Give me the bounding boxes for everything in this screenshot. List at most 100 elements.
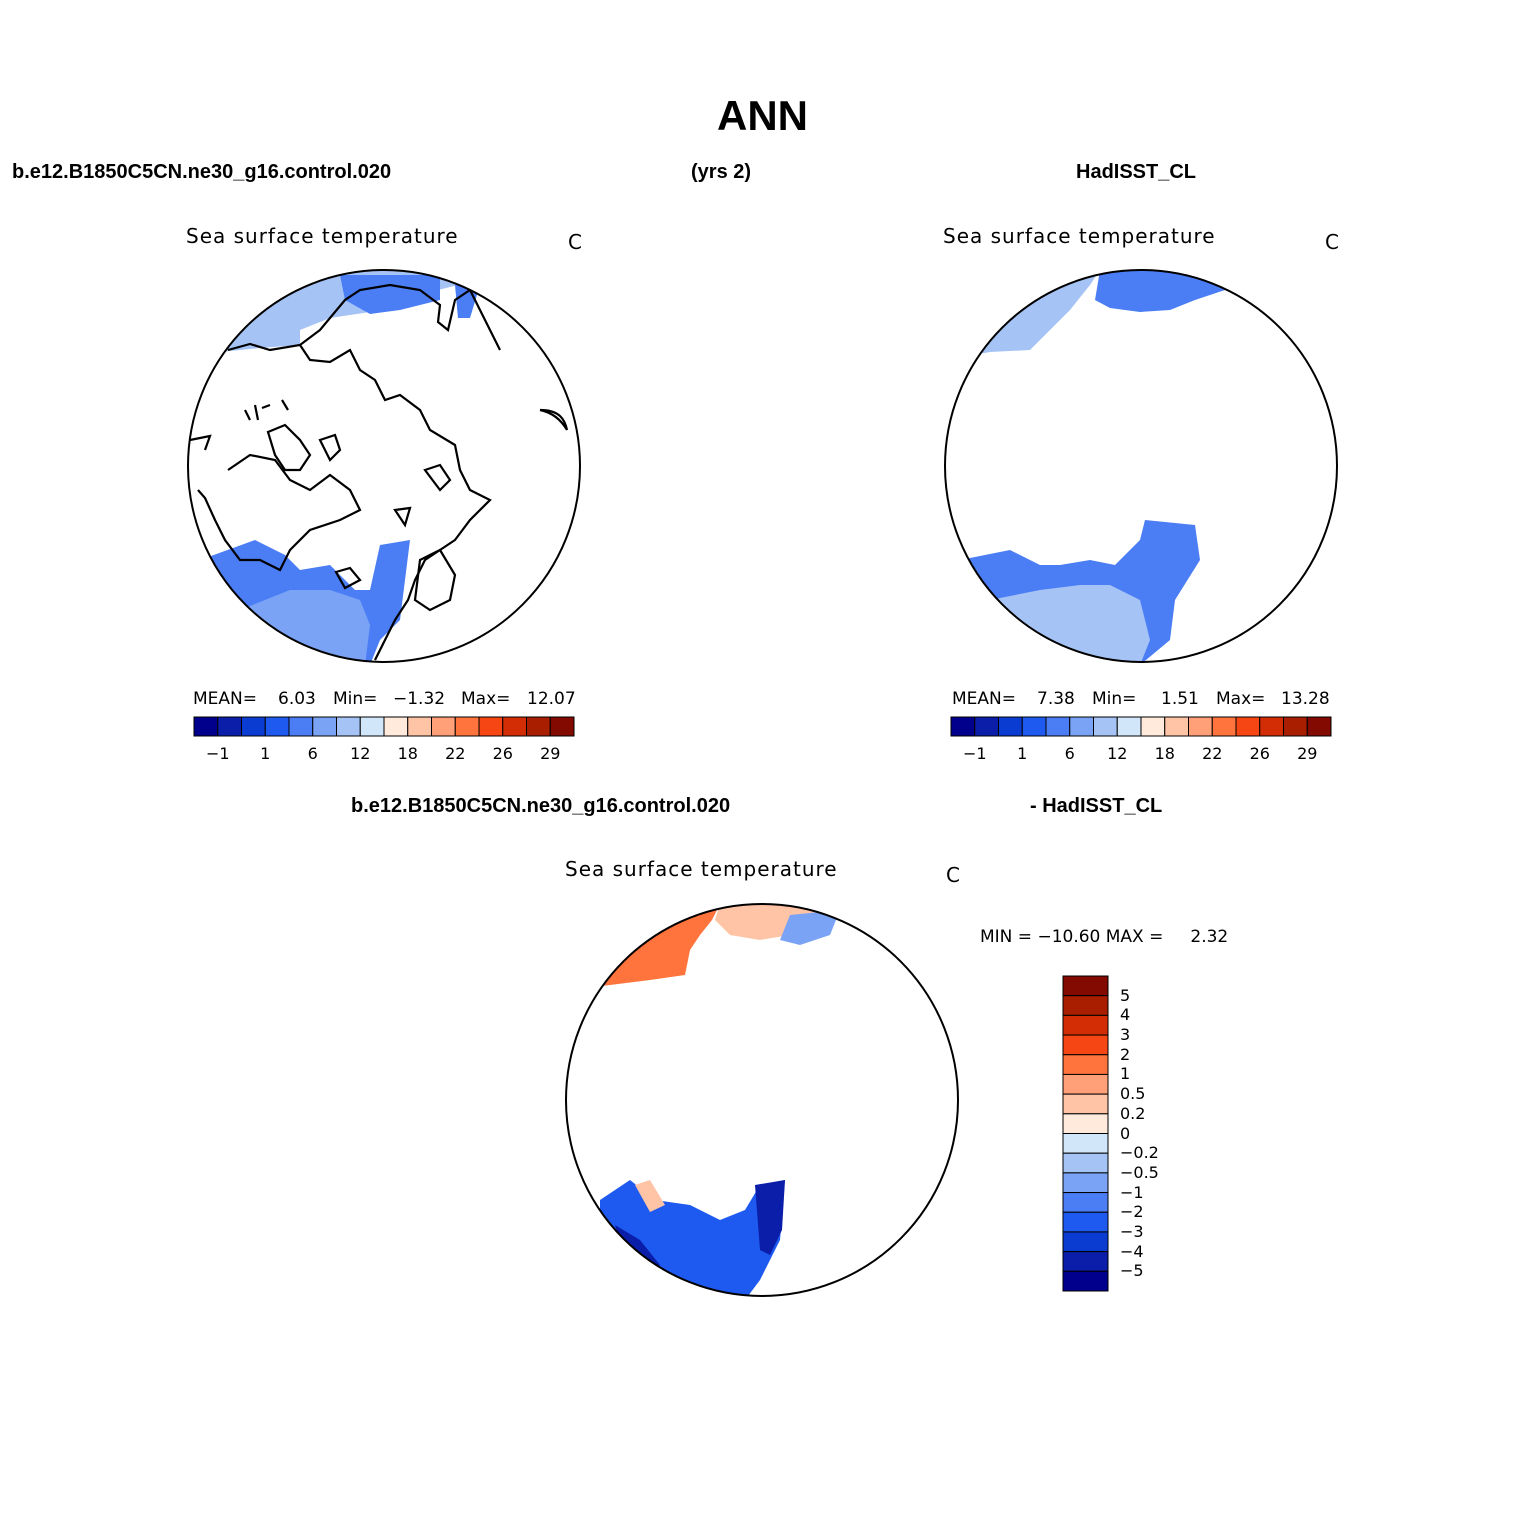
diff-colorbar-cell	[1062, 1192, 1109, 1213]
obs-map-boundary	[944, 269, 1338, 663]
diff-colorbar-tick-label: −0.2	[1120, 1143, 1159, 1163]
obs-colorbar	[950, 716, 1332, 737]
obs-colorbar-tick-label: 1	[1017, 744, 1028, 763]
model-colorbar-cell	[478, 716, 504, 737]
obs-max-value: 13.28	[1281, 689, 1330, 709]
diff-colorbar-cell	[1062, 975, 1109, 997]
diff-colorbar-cell	[1062, 1270, 1109, 1292]
obs-colorbar-tick-label: −1	[962, 744, 987, 763]
diff-map-boundary	[565, 903, 959, 1297]
diff-colorbar-cell	[1062, 1113, 1109, 1134]
model-colorbar-cell	[241, 716, 266, 737]
model-panel-title: Sea surface temperature	[186, 224, 459, 248]
diff-colorbar-cell	[1062, 1211, 1109, 1233]
diff-colorbar-cell	[1062, 1073, 1109, 1095]
model-min-label: Min=	[333, 689, 378, 709]
obs-colorbar-cell	[1164, 716, 1189, 737]
diff-pacific-field	[566, 904, 720, 990]
diff-colorbar-tick-label: 0.2	[1120, 1103, 1146, 1123]
obs-colorbar-tick-label: 6	[1064, 744, 1075, 763]
obs-colorbar-tick-label: 26	[1249, 744, 1270, 763]
model-colorbar-cell	[431, 716, 456, 737]
obs-colorbar-cell	[1188, 716, 1213, 737]
diff-colorbar-tick-label: −5	[1120, 1261, 1144, 1281]
diff-colorbar	[1062, 975, 1109, 1292]
obs-bering-field	[1095, 270, 1225, 312]
diff-colorbar-cell	[1062, 1152, 1109, 1174]
model-max-label: Max=	[461, 689, 511, 709]
obs-colorbar-tick-label: 12	[1107, 744, 1128, 763]
model-colorbar-cell	[454, 716, 480, 737]
diff-colorbar-tick-label: −2	[1120, 1202, 1144, 1222]
model-land-outlines	[189, 283, 569, 661]
obs-name-header: HadISST_CL	[1076, 161, 1197, 183]
diff-colorbar-cell	[1062, 1251, 1109, 1272]
model-colorbar-tick-label: 1	[260, 744, 271, 763]
diff-pacific-blue-field	[780, 910, 840, 945]
diff-panel-title: Sea surface temperature	[565, 857, 838, 881]
model-colorbar-cell	[502, 716, 527, 737]
obs-colorbar-cell	[950, 716, 976, 737]
diff-colorbar-tick-label: −1	[1120, 1182, 1144, 1202]
model-colorbar-cell	[359, 716, 385, 737]
diff-obs-header: - HadISST_CL	[1030, 795, 1163, 817]
diff-colorbar-tick-label: −4	[1120, 1241, 1144, 1261]
obs-panel-title: Sea surface temperature	[943, 224, 1216, 248]
diff-colorbar-tick-label: 1	[1120, 1064, 1131, 1084]
obs-max-label: Max=	[1216, 689, 1266, 709]
obs-colorbar-cell	[1259, 716, 1284, 737]
model-colorbar-cell	[383, 716, 409, 737]
obs-colorbar-tick-label: 18	[1154, 744, 1175, 763]
obs-colorbar-cell	[1306, 716, 1332, 737]
obs-colorbar-tick-label: 22	[1202, 744, 1223, 763]
diff-case-header: b.e12.B1850C5CN.ne30_g16.control.020	[351, 795, 731, 817]
diff-colorbar-tick-label: 2	[1120, 1044, 1131, 1064]
model-mean-value: 6.03	[278, 689, 316, 709]
model-max-value: 12.07	[527, 689, 576, 709]
obs-colorbar-cell	[1093, 716, 1118, 737]
model-bering-field	[340, 275, 440, 314]
obs-colorbar-cell	[1045, 716, 1071, 737]
main-title: ANN	[717, 92, 808, 139]
diff-colorbar-tick-label: 0	[1120, 1123, 1131, 1143]
model-colorbar-cell	[288, 716, 314, 737]
obs-colorbar-cell	[1140, 716, 1166, 737]
obs-colorbar-cell	[998, 716, 1023, 737]
diff-colorbar-cell	[1062, 1133, 1109, 1154]
model-bering-field-2	[455, 285, 480, 318]
obs-colorbar-cell	[1235, 716, 1261, 737]
model-colorbar-tick-label: 26	[492, 744, 513, 763]
model-colorbar-tick-label: 12	[350, 744, 371, 763]
obs-atlantic-south-field	[990, 585, 1150, 662]
obs-min-label: Min=	[1092, 689, 1137, 709]
model-mean-label: MEAN=	[193, 689, 257, 709]
diff-colorbar-tick-label: 3	[1120, 1025, 1131, 1045]
obs-colorbar-cell	[1069, 716, 1094, 737]
diff-colorbar-tick-label: −0.5	[1120, 1162, 1159, 1182]
model-map-boundary	[187, 269, 581, 663]
model-stats: MEAN= 6.03 Min= −1.32 Max= 12.07	[193, 689, 576, 709]
diff-colorbar-cell	[1062, 1172, 1109, 1194]
obs-pacific-field	[947, 270, 1100, 360]
obs-mean-value: 7.38	[1037, 689, 1075, 709]
model-colorbar-cell	[407, 716, 432, 737]
diff-colorbar-cell	[1062, 1054, 1109, 1075]
model-colorbar-cell	[193, 716, 219, 737]
diff-colorbar-cell	[1062, 995, 1109, 1016]
model-colorbar-cell	[336, 716, 361, 737]
model-colorbar-cell	[312, 716, 337, 737]
diff-colorbar-cell	[1062, 1231, 1109, 1253]
model-colorbar-cell	[264, 716, 290, 737]
model-colorbar-cell	[217, 716, 242, 737]
model-colorbar-cell	[549, 716, 575, 737]
obs-colorbar-cell	[1283, 716, 1308, 737]
diff-colorbar-cell	[1062, 1034, 1109, 1056]
model-colorbar-tick-label: 22	[445, 744, 466, 763]
model-colorbar-tick-label: 18	[397, 744, 418, 763]
model-colorbar-tick-label: 29	[540, 744, 561, 763]
model-panel-units: C	[568, 230, 582, 254]
diff-colorbar-tick-label: 0.5	[1120, 1084, 1146, 1104]
obs-stats: MEAN= 7.38 Min= 1.51 Max= 13.28	[952, 689, 1330, 709]
diff-atlantic-dark-field	[755, 1180, 785, 1255]
diff-colorbar-tick-label: −3	[1120, 1221, 1144, 1241]
